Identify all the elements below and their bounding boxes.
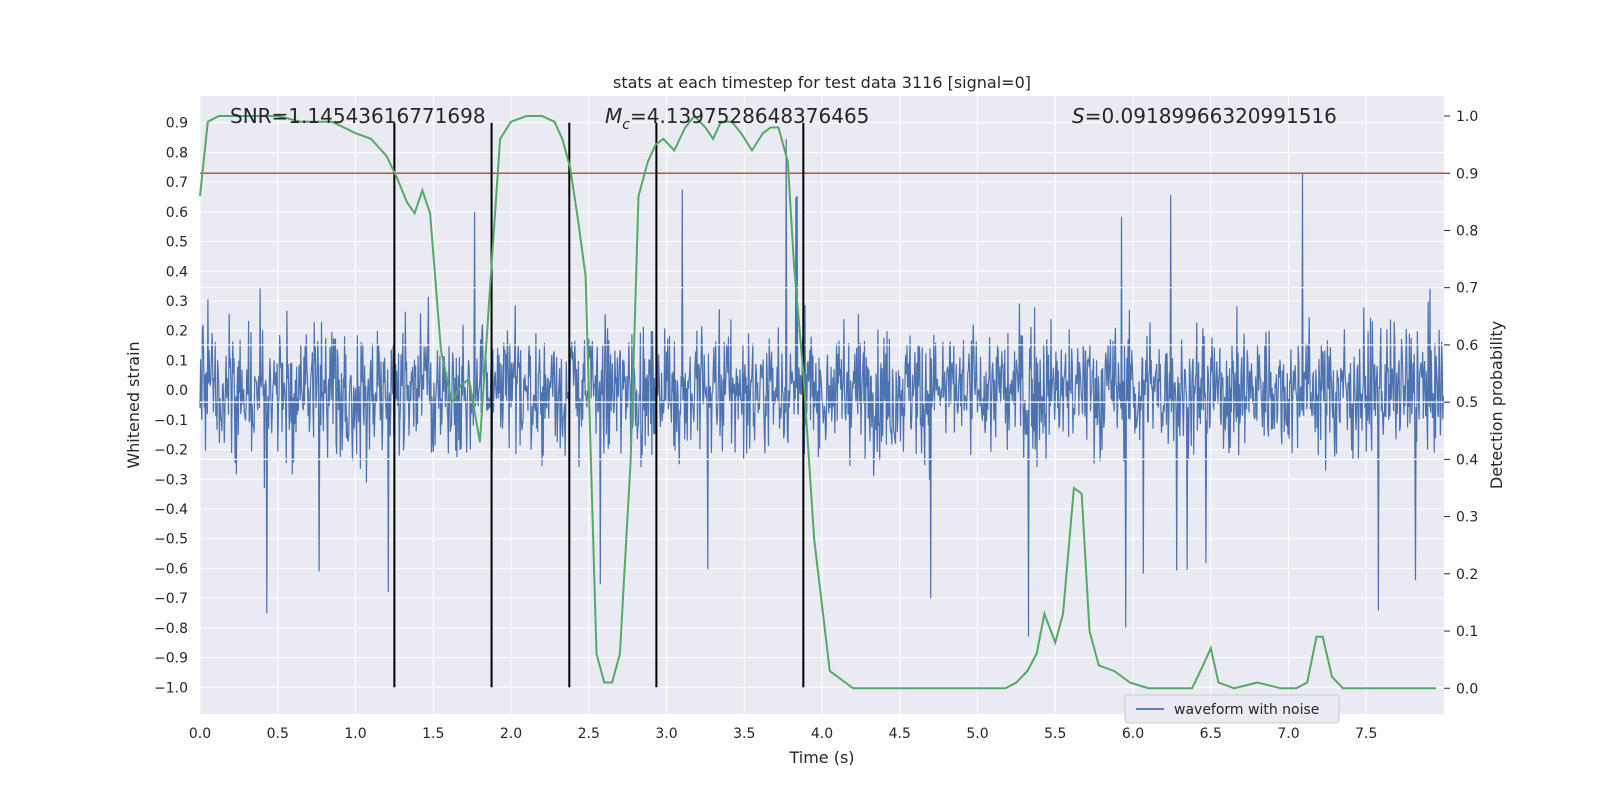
marker-lines xyxy=(393,122,805,688)
chirp-mass-annotation: Mc=4.1397528648376465 xyxy=(605,104,869,133)
chart-title: stats at each timestep for test data 311… xyxy=(613,73,1031,92)
probability-line xyxy=(199,114,1437,690)
y-tick-label: 0.6 xyxy=(166,205,188,221)
x-tick-label: 3.0 xyxy=(655,726,677,742)
x-tick-label: 0.5 xyxy=(267,726,289,742)
y-tick-label: −0.4 xyxy=(154,502,188,518)
y2-tick-label: 0.0 xyxy=(1456,681,1478,697)
y-tick-label: −0.7 xyxy=(154,591,188,607)
x-tick-label: 5.5 xyxy=(1044,726,1066,742)
y-tick-label: 0.5 xyxy=(166,235,188,251)
y-tick-label: −0.1 xyxy=(154,413,188,429)
waveform-series xyxy=(199,139,1444,637)
y2-tick-label: 0.3 xyxy=(1456,510,1478,526)
y-tick-label: 0.9 xyxy=(166,116,188,132)
y-tick-label: −0.6 xyxy=(154,561,188,577)
x-tick-label: 3.5 xyxy=(733,726,755,742)
chirp-mass-symbol: M xyxy=(605,104,622,128)
y2-tick-label: 0.5 xyxy=(1456,395,1478,411)
y2-tick-label: 1.0 xyxy=(1456,109,1478,125)
probability-series xyxy=(199,114,1437,690)
x-tick-label: 1.5 xyxy=(422,726,444,742)
y-tick-label: 0.1 xyxy=(166,353,188,369)
y-axis-label: Whitened strain xyxy=(124,341,143,468)
x-tick-label: 5.0 xyxy=(966,726,988,742)
x-tick-label: 7.0 xyxy=(1277,726,1299,742)
x-tick-label: 4.0 xyxy=(811,726,833,742)
y-tick-label: 0.0 xyxy=(166,383,188,399)
y2-tick-label: 0.4 xyxy=(1456,452,1478,468)
y2-tick-label: 0.9 xyxy=(1456,166,1478,182)
y-tick-label: −0.8 xyxy=(154,621,188,637)
y2-tick-label: 0.1 xyxy=(1456,624,1478,640)
legend-label: waveform with noise xyxy=(1174,702,1319,718)
y-tick-label: −0.9 xyxy=(154,651,188,667)
x-tick-label: 6.5 xyxy=(1200,726,1222,742)
y2-axis-ticks: 1.0 0.9 0.8 0.7 0.6 0.5 0.4 0.3 0.2 0.1 0.0 xyxy=(1444,109,1478,697)
y-tick-label: 0.8 xyxy=(166,145,188,161)
x-axis-ticks: 0.0 0.5 1.0 1.5 2.0 2.5 3.0 3.5 4.0 4.5 5.0 5.5 6.0 6… xyxy=(189,726,1378,742)
y2-tick-label: 0.2 xyxy=(1456,567,1478,583)
y-tick-label: −0.2 xyxy=(154,443,188,459)
x-tick-label: 0.0 xyxy=(189,726,211,742)
y2-tick-label: 0.7 xyxy=(1456,281,1478,297)
y2-axis-label: Detection probability xyxy=(1487,321,1506,489)
x-tick-label: 2.5 xyxy=(578,726,600,742)
y-axis-ticks: 0.9 0.8 0.7 0.6 0.5 0.4 0.3 0.2 0.1 0.0 −0.1 −0.2 −0… xyxy=(154,116,188,697)
y-tick-label: 0.7 xyxy=(166,175,188,191)
y-tick-label: −1.0 xyxy=(154,680,188,696)
legend: waveform with noise xyxy=(1124,694,1340,724)
chirp-mass-value: =4.1397528648376465 xyxy=(630,104,869,128)
waveform-line xyxy=(199,139,1444,637)
significance-value: =0.09189966320991516 xyxy=(1085,104,1337,128)
x-tick-label: 7.5 xyxy=(1355,726,1377,742)
x-tick-label: 2.0 xyxy=(500,726,522,742)
chirp-mass-subscript: c xyxy=(622,117,630,133)
legend-box xyxy=(1124,694,1340,724)
x-tick-label: 4.5 xyxy=(889,726,911,742)
probability-grid xyxy=(200,287,1444,460)
snr-annotation: SNR=1.14543616771698 xyxy=(230,104,486,128)
significance-symbol: S xyxy=(1072,104,1085,128)
y2-tick-label: 0.8 xyxy=(1456,223,1478,239)
y-tick-label: −0.5 xyxy=(154,532,188,548)
significance-annotation: S=0.09189966320991516 xyxy=(1072,104,1337,128)
x-axis-label: Time (s) xyxy=(788,748,854,767)
y-tick-label: 0.4 xyxy=(166,264,188,280)
y-tick-label: −0.3 xyxy=(154,472,188,488)
x-tick-label: 6.0 xyxy=(1122,726,1144,742)
y2-tick-label: 0.6 xyxy=(1456,338,1478,354)
y-tick-label: 0.3 xyxy=(166,294,188,310)
y-tick-label: 0.2 xyxy=(166,324,188,340)
x-tick-label: 1.0 xyxy=(344,726,366,742)
